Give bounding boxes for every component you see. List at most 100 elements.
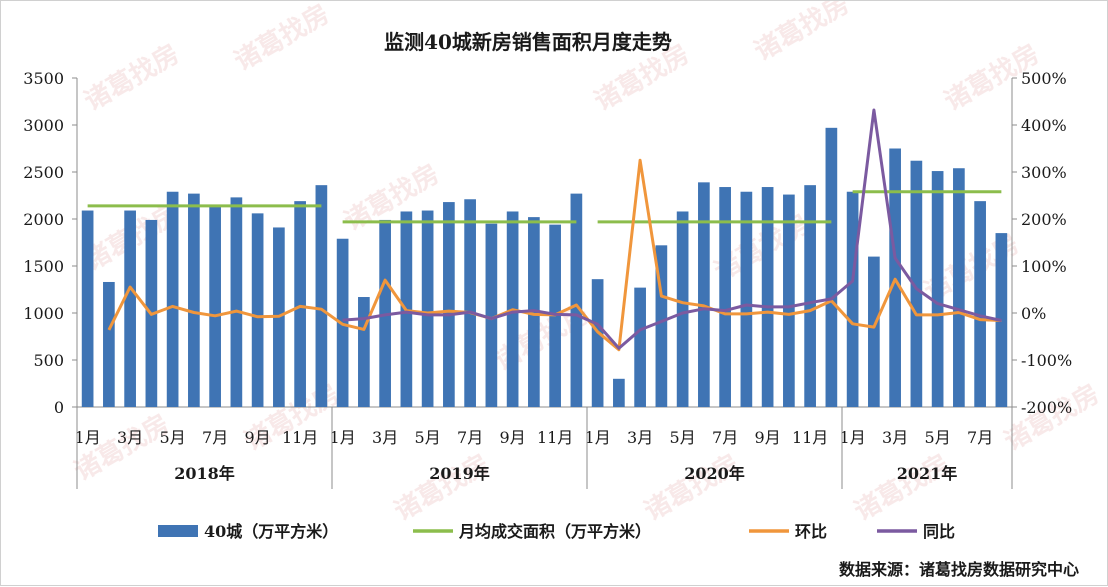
year-label: 2021年: [897, 464, 958, 483]
bar: [868, 256, 880, 407]
left-tick-label: 2500: [23, 163, 64, 182]
watermark-text: 诸葛找房: [70, 409, 175, 487]
legend-label: 环比: [795, 522, 827, 541]
watermark-text: 诸葛找房: [390, 449, 495, 527]
bar: [485, 223, 498, 407]
bar: [655, 245, 668, 407]
left-tick-label: 1500: [23, 257, 64, 276]
month-label: 7月: [457, 428, 483, 447]
legend-label: 40城（万平方米）: [204, 522, 338, 541]
bar: [676, 211, 689, 407]
month-label: 9月: [755, 428, 781, 447]
left-tick-label: 0: [54, 398, 64, 417]
bar: [81, 210, 94, 407]
yoy-line: [342, 108, 1002, 350]
bar: [931, 171, 944, 407]
bar: [188, 193, 200, 407]
month-label: 1月: [840, 428, 866, 447]
bar: [166, 191, 179, 407]
watermark-text: 诸葛找房: [640, 449, 745, 527]
right-tick-label: 400%: [1021, 116, 1067, 135]
bar: [591, 279, 604, 407]
right-tick-label: -100%: [1021, 351, 1072, 370]
bar: [570, 193, 583, 407]
watermark-text: 诸葛找房: [1000, 379, 1105, 457]
bar: [910, 160, 923, 407]
chart-title: 监测40城新房销售面积月度走势: [384, 30, 672, 54]
bar: [251, 213, 264, 407]
legend-swatch: [158, 525, 198, 537]
month-label: 3月: [627, 428, 653, 447]
bar: [315, 185, 328, 407]
month-label: 1月: [585, 428, 611, 447]
watermark-text: 诸葛找房: [230, 1, 335, 77]
left-tick-label: 500: [33, 351, 64, 370]
bar: [230, 197, 243, 407]
bar: [783, 194, 795, 407]
bar: [974, 201, 986, 407]
year-label: 2020年: [684, 464, 745, 483]
month-label: 11月: [282, 428, 318, 447]
bar: [358, 297, 370, 407]
bar: [804, 185, 816, 407]
right-tick-label: 500%: [1021, 69, 1067, 88]
bar: [103, 281, 115, 407]
month-label: 9月: [245, 428, 271, 447]
right-tick-label: 300%: [1021, 163, 1067, 182]
bar: [825, 127, 838, 407]
month-label: 1月: [330, 428, 356, 447]
bar: [740, 191, 753, 407]
month-label: 7月: [202, 428, 228, 447]
bar: [421, 210, 434, 407]
bar: [613, 378, 625, 407]
year-label: 2019年: [429, 464, 490, 483]
bar: [443, 202, 455, 407]
legend-label: 同比: [923, 522, 955, 541]
legend-label: 月均成交面积（万平方米）: [458, 522, 651, 541]
bar: [294, 201, 306, 407]
left-tick-label: 2000: [23, 210, 64, 229]
watermark-text: 诸葛找房: [80, 39, 185, 117]
bar-series: [81, 127, 1008, 407]
right-tick-label: 200%: [1021, 210, 1067, 229]
bar: [761, 187, 774, 407]
bar: [464, 199, 476, 407]
watermark-text: 诸葛找房: [850, 449, 955, 527]
bar: [209, 205, 221, 407]
month-label: 9月: [500, 428, 526, 447]
bar: [634, 287, 646, 407]
month-label: 11月: [792, 428, 828, 447]
right-tick-label: 0%: [1021, 304, 1046, 323]
line-series: [107, 108, 1002, 352]
average-lines: [87, 190, 1002, 224]
right-tick-label: 100%: [1021, 257, 1067, 276]
bar: [953, 168, 965, 407]
bar: [846, 191, 859, 407]
left-tick-label: 3500: [23, 69, 64, 88]
month-label: 3月: [882, 428, 908, 447]
month-label: 1月: [75, 428, 101, 447]
month-label: 7月: [967, 428, 993, 447]
legend: 40城（万平方米） 月均成交面积（万平方米） 环比 同比: [158, 522, 955, 541]
month-label: 11月: [537, 428, 573, 447]
bar: [719, 187, 731, 407]
right-tick-label: -200%: [1021, 398, 1072, 417]
month-label: 5月: [670, 428, 696, 447]
x-axis-labels: 1月 3月 5月 7月 9月 11月 1月 3月 5月 7月 9月 11月 1月 3月 5月 7月 9月 11月 1…: [75, 407, 1013, 489]
source-note: 数据来源：诸葛找房数据研究中心: [839, 560, 1079, 579]
month-label: 5月: [415, 428, 441, 447]
axes: 0 500 1000 1500 2000 2500 3000 3500 -200% -100% 0%…: [23, 69, 1072, 417]
left-tick-label: 3000: [23, 116, 64, 135]
watermark-text: 诸葛找房: [750, 1, 855, 67]
bar: [124, 210, 136, 407]
month-label: 3月: [372, 428, 398, 447]
left-tick-label: 1000: [23, 304, 64, 323]
month-label: 5月: [925, 428, 951, 447]
year-label: 2018年: [174, 464, 235, 483]
bar: [698, 182, 710, 407]
month-label: 7月: [712, 428, 738, 447]
month-label: 5月: [160, 428, 186, 447]
month-label: 3月: [117, 428, 143, 447]
